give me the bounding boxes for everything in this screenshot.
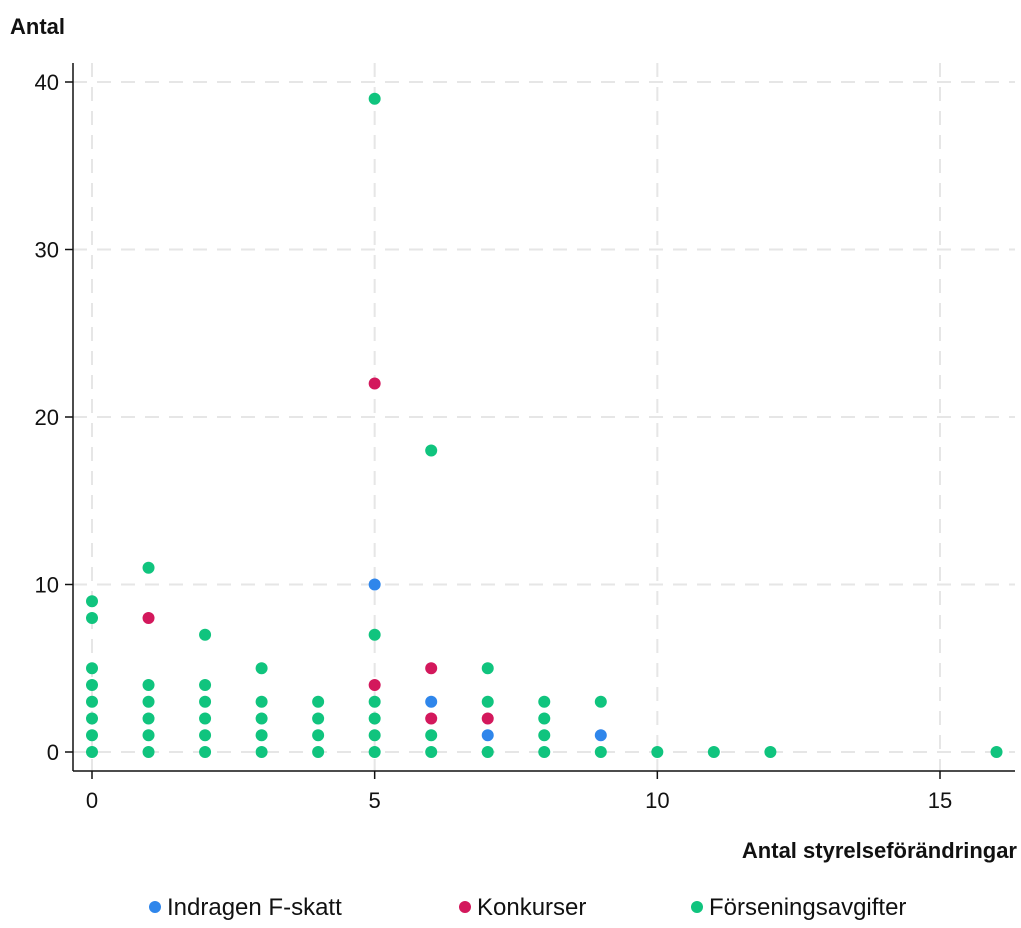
data-point [368,712,381,725]
x-tick-labels: 0 5 10 15 [86,771,952,813]
data-point [538,746,551,758]
data-point [86,729,98,742]
data-point [368,746,381,758]
grid-lines [73,63,1015,771]
data-point [594,746,607,758]
y-tick-label: 40 [35,70,59,95]
y-tick-label: 20 [35,405,59,430]
data-point [142,612,155,624]
data-point [199,712,212,725]
data-point [142,679,155,691]
data-point [86,712,98,725]
data-point [255,746,268,758]
data-point [425,695,438,708]
data-point [538,712,551,725]
data-point [481,695,494,708]
data-point [368,628,381,641]
x-tick-label: 5 [369,788,381,813]
data-point [425,662,438,675]
data-point [312,729,325,742]
data-point [425,444,438,457]
y-tick-labels: 0 10 20 30 40 [35,70,73,765]
y-tick-label: 30 [35,238,59,263]
y-tick-label: 0 [47,740,59,765]
data-point [538,729,551,742]
legend-item: Förseningsavgifter [691,894,906,921]
data-point [255,695,268,708]
data-point [86,612,98,624]
series-0 [368,578,607,742]
data-point [86,695,98,708]
data-point [86,595,98,608]
data-point [425,746,438,758]
data-point [199,628,212,641]
data-point [142,746,155,758]
data-point [312,695,325,708]
data-point [142,729,155,742]
legend: Indragen F-skatt Konkurser Förseningsavgif… [149,894,906,921]
x-tick-label: 0 [86,788,98,813]
data-point [86,662,98,675]
data-point [481,729,494,742]
data-point [368,578,381,591]
data-point [368,729,381,742]
series-2 [86,92,1003,758]
data-point [368,92,381,105]
data-point [86,746,98,758]
series-1 [142,377,494,725]
data-point [199,695,212,708]
data-point [312,746,325,758]
data-point [764,746,777,758]
y-axis-title: Antal [10,14,65,39]
legend-label: Förseningsavgifter [709,894,906,921]
data-point [990,746,1003,758]
data-point [481,662,494,675]
data-point [368,377,381,390]
data-point [368,695,381,708]
x-tick-label: 10 [645,788,669,813]
data-point [425,729,438,742]
data-point [199,729,212,742]
data-point [312,712,325,725]
legend-item: Indragen F-skatt [149,894,342,921]
data-point [199,679,212,691]
x-axis-title: Antal styrelseförändringar [742,838,1018,863]
data-point [142,712,155,725]
legend-label: Indragen F-skatt [167,894,342,921]
data-points [86,92,1003,758]
data-point [199,746,212,758]
data-point [368,679,381,691]
data-point [142,695,155,708]
data-point [594,695,607,708]
data-point [651,746,664,758]
legend-label: Konkurser [477,894,586,921]
data-point [255,662,268,675]
legend-marker [691,901,703,913]
legend-marker [459,901,471,913]
data-point [142,561,155,574]
data-point [425,712,438,725]
legend-item: Konkurser [459,894,586,921]
data-point [707,746,720,758]
data-point [255,712,268,725]
data-point [255,729,268,742]
data-point [538,695,551,708]
data-point [481,746,494,758]
legend-marker [149,901,161,913]
x-tick-label: 15 [928,788,952,813]
data-point [86,679,98,691]
data-point [594,729,607,742]
data-point [481,712,494,725]
y-tick-label: 10 [35,573,59,598]
